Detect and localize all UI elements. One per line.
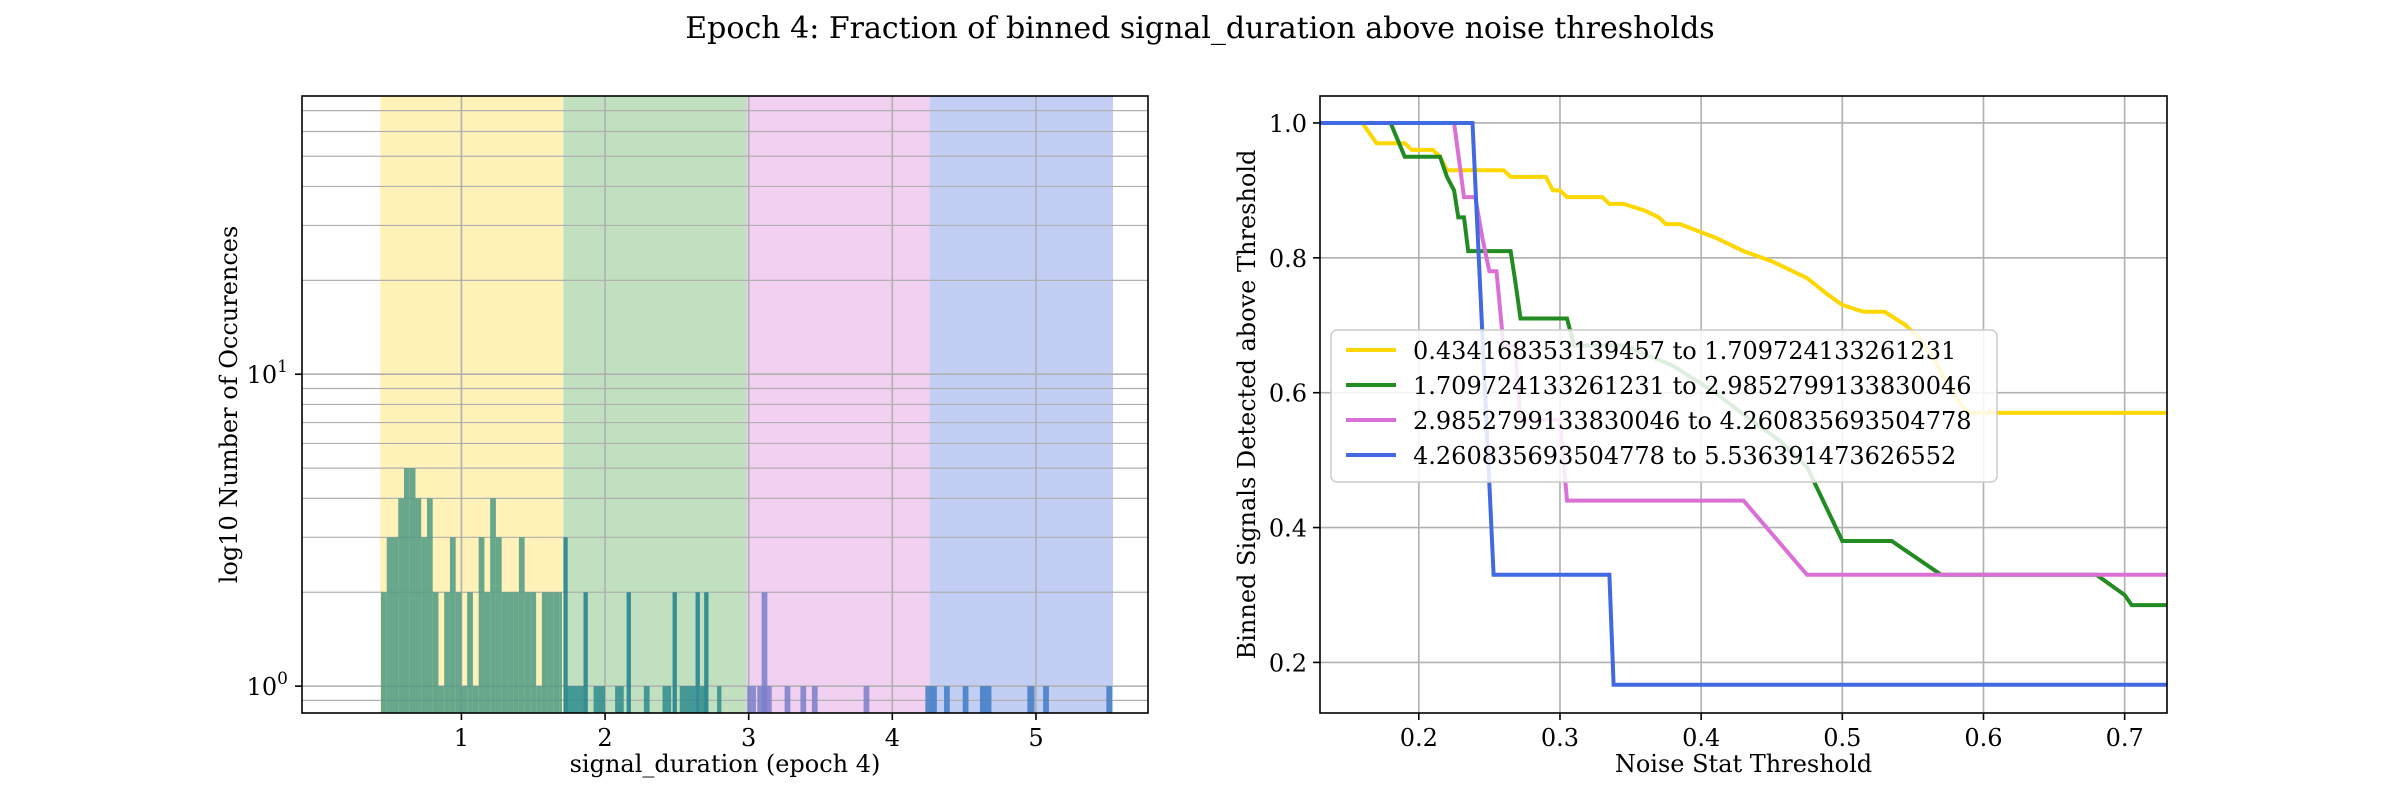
- plot-frame: [301, 95, 1149, 714]
- histogram-bar: [415, 498, 422, 713]
- y-axis-label: log10 Number of Occurences: [215, 226, 243, 584]
- x-tick-label: 5: [1028, 724, 1043, 752]
- histogram-bar: [1027, 686, 1035, 713]
- histogram-bar: [501, 592, 508, 713]
- histogram-bar: [536, 686, 542, 713]
- x-tick-label: 0.7: [2106, 724, 2144, 752]
- histogram-bar: [530, 592, 537, 713]
- histogram-bar: [704, 592, 709, 713]
- histogram-bar: [449, 537, 456, 713]
- histogram-bar: [962, 686, 969, 713]
- histogram-bar: [409, 468, 416, 713]
- histogram-bar: [398, 498, 404, 713]
- x-tick-label: 0.2: [1400, 724, 1438, 752]
- histogram-bar: [478, 537, 485, 713]
- histogram-bar: [541, 592, 548, 713]
- histogram-bar: [1043, 686, 1049, 713]
- histogram-bar: [784, 686, 791, 713]
- histogram-bar: [761, 592, 768, 713]
- histogram-bar: [467, 592, 473, 713]
- legend-label: 0.434168353139457 to 1.709724133261231: [1413, 337, 1956, 365]
- histogram-bar: [432, 592, 439, 713]
- histogram-bar: [566, 686, 584, 713]
- y-tick-label: 100: [247, 669, 288, 701]
- histogram-bar: [863, 686, 870, 713]
- histogram-bar: [944, 686, 950, 713]
- histogram-bar: [747, 686, 756, 713]
- histogram-bar: [672, 592, 677, 713]
- histogram-bar: [626, 592, 631, 713]
- histogram-bar: [925, 686, 937, 713]
- histogram-bar: [518, 537, 525, 713]
- histogram-bar: [643, 686, 650, 713]
- legend-box: [1330, 329, 1998, 483]
- histogram-bar: [386, 537, 393, 713]
- x-tick-label: 2: [597, 724, 612, 752]
- histogram-bar: [553, 592, 560, 713]
- histogram-bar: [380, 592, 387, 713]
- histogram-bar: [524, 592, 531, 713]
- y-tick-label: 0.2: [1269, 649, 1307, 677]
- y-tick-label: 1.0: [1269, 110, 1307, 138]
- histogram-bar: [392, 537, 399, 713]
- histogram-bar: [662, 686, 672, 713]
- series-line-4: [1320, 121, 2167, 687]
- histogram-bar: [559, 592, 562, 713]
- histogram-bar: [717, 686, 722, 713]
- x-tick-label: 1: [454, 724, 469, 752]
- histogram-bar: [403, 468, 410, 713]
- histogram-bar: [583, 592, 588, 713]
- histogram-bar: [757, 686, 772, 713]
- x-tick-label: 4: [885, 724, 900, 752]
- histogram-bar: [426, 498, 433, 713]
- histogram-bar: [1106, 686, 1113, 713]
- histogram-bar: [455, 592, 462, 713]
- histogram-bar: [513, 592, 519, 713]
- x-tick-label: 3: [741, 724, 756, 752]
- histogram-bar: [811, 686, 818, 713]
- histogram-bar: [490, 498, 496, 713]
- histogram-bar: [563, 537, 568, 713]
- x-tick-label: 0.6: [1964, 724, 2002, 752]
- histogram-bar: [472, 686, 479, 713]
- y-tick-label: 0.4: [1269, 515, 1307, 543]
- histogram-bar: [421, 537, 427, 713]
- y-tick-label: 0.6: [1269, 380, 1307, 408]
- histogram-bar: [593, 686, 606, 713]
- histogram-panel: 1 2 3 4 5 100 101 signal_duration (epoch 4) log1…: [215, 95, 1149, 778]
- histogram-bar: [679, 686, 696, 713]
- plot-frame: [1319, 95, 2168, 714]
- x-tick-label: 0.4: [1682, 724, 1720, 752]
- histogram-bar: [495, 537, 502, 713]
- legend-label: 4.260835693504778 to 5.536391473626552: [1413, 442, 1956, 470]
- histogram-bar: [461, 686, 468, 713]
- x-axis-label: Noise Stat Threshold: [1615, 750, 1872, 778]
- figure-title: Epoch 4: Fraction of binned signal_durat…: [685, 11, 1714, 46]
- histogram-bar: [507, 592, 514, 713]
- legend: 0.434168353139457 to 1.709724133261231 1.…: [1330, 329, 1998, 483]
- histogram-bar: [800, 686, 807, 713]
- y-tick-label: 0.8: [1269, 245, 1307, 273]
- x-tick-label: 0.3: [1541, 724, 1579, 752]
- histogram-bar: [979, 686, 992, 713]
- y-tick-label: 101: [247, 357, 288, 389]
- x-tick-label: 0.5: [1823, 724, 1861, 752]
- histogram-bar: [699, 686, 708, 713]
- x-axis-label: signal_duration (epoch 4): [570, 750, 881, 778]
- y-axis-label: Binned Signals Detected above Threshold: [1233, 150, 1261, 660]
- histogram-bar: [484, 592, 491, 713]
- legend-label: 1.709724133261231 to 2.9852799133830046: [1413, 372, 1972, 400]
- histogram-bar: [615, 686, 624, 713]
- histogram-bar: [547, 592, 554, 713]
- legend-label: 2.9852799133830046 to 4.260835693504778: [1413, 407, 1972, 435]
- histogram-bar: [695, 592, 700, 713]
- threshold-line-panel: 0.2 0.3 0.4 0.5 0.6 0.7 0.2 0.4 0.6 0.8 1.0 Noise S…: [1233, 95, 2168, 778]
- histogram-bar: [444, 592, 450, 713]
- histogram-bar: [438, 686, 445, 713]
